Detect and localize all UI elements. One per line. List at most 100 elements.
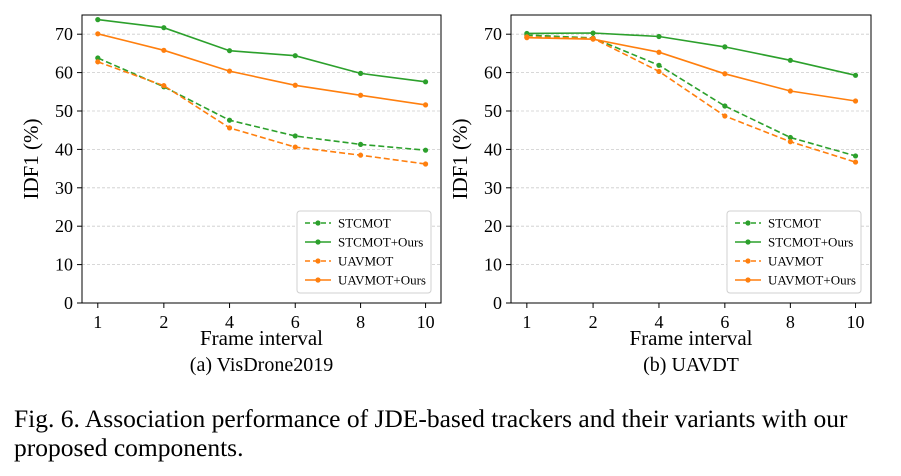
- panel2-ytick-label: 70: [484, 24, 502, 44]
- panel1-point-uavmot-2: [161, 83, 167, 89]
- panel2-legend-label-stcmot-ours: STCMOT+Ours: [768, 235, 853, 250]
- panel1-point-stcmot-ours-1: [95, 17, 101, 23]
- panel1-xtick-label: 8: [356, 312, 365, 332]
- panel1-xtick-label: 4: [225, 312, 234, 332]
- panel1-ytick-label: 0: [64, 293, 73, 313]
- panel2-ytick-label: 40: [484, 139, 502, 159]
- panel2-legend-marker-stcmot-ours: [745, 239, 751, 245]
- panel2-ytick-label: 50: [484, 101, 502, 121]
- panel2-point-stcmot-10: [852, 153, 859, 159]
- panel2-point-uavmot-ours-4: [656, 49, 662, 55]
- panel1-legend-label-uavmot: UAVMOT: [338, 254, 393, 269]
- panel1-series-line-stcmot: [97, 57, 426, 151]
- panel1-legend-marker-uavmot: [315, 258, 321, 264]
- panel2-legend-marker-uavmot-ours: [745, 277, 751, 283]
- panel2-xtick-label: 10: [847, 312, 865, 332]
- panel2-xtick-label: 4: [654, 312, 663, 332]
- panel1-point-uavmot-ours-1: [95, 31, 101, 37]
- panel2-legend-box: [726, 210, 862, 294]
- panel1-legend-box: [296, 210, 432, 294]
- panel1-point-stcmot-ours-6: [292, 53, 298, 59]
- panel1-ylabel: IDF1 (%): [19, 118, 43, 199]
- panel1-xtick-label: 10: [417, 312, 435, 332]
- panel2-point-stcmot-6: [722, 103, 728, 109]
- panel1-series-line-uavmot-ours: [97, 33, 426, 106]
- panel2-point-uavmot-6: [722, 113, 728, 119]
- panel1-axes-frame: [81, 14, 442, 304]
- panel2-point-uavmot-ours-8: [787, 88, 793, 94]
- panel1-point-stcmot-8: [357, 141, 364, 148]
- panel2-point-stcmot-4: [656, 62, 662, 68]
- panel1-point-stcmot-ours-4: [226, 48, 233, 54]
- panel1-ytick-label: 50: [55, 101, 73, 121]
- panel1-ytick-label: 60: [55, 63, 73, 83]
- panel2-point-stcmot-ours-4: [656, 33, 662, 40]
- panel2-legend-label-stcmot: STCMOT: [768, 216, 821, 231]
- panel2-axes-frame: [510, 14, 872, 304]
- figure-caption: Fig. 6. Association performance of JDE-b…: [14, 404, 848, 462]
- panel1-point-uavmot-ours-10: [422, 102, 429, 108]
- panel2-point-stcmot-8: [787, 134, 793, 141]
- panel2-ytick-label: 60: [484, 63, 502, 83]
- panel2-point-uavmot-ours-2: [590, 36, 596, 42]
- panel1-legend-marker-uavmot-ours: [315, 277, 321, 283]
- panel2-xtick-label: 8: [786, 312, 795, 332]
- panel1-xtick-label: 2: [159, 312, 168, 332]
- panel1-legend-label-uavmot-ours: UAVMOT+Ours: [338, 273, 426, 288]
- panel2-ytick-label: 0: [493, 293, 502, 313]
- panel2-series-line-stcmot-ours: [526, 32, 856, 77]
- panel1-xtick-label: 1: [93, 312, 102, 332]
- panel2-subcaption: (b) UAVDT: [643, 354, 739, 376]
- panel2-point-uavmot-4: [656, 68, 662, 75]
- panel1-point-stcmot-ours-2: [161, 25, 167, 31]
- panel1-point-uavmot-10: [422, 161, 429, 167]
- panel1-point-uavmot-ours-6: [292, 82, 298, 88]
- panel2-series-line-stcmot: [526, 34, 856, 157]
- panel2-point-stcmot-ours-10: [852, 72, 859, 78]
- panel1-point-stcmot-4: [226, 117, 233, 123]
- panel2-legend-marker-stcmot: [745, 220, 751, 226]
- panel2-point-uavmot-8: [787, 139, 793, 145]
- panel1-point-uavmot-6: [292, 144, 298, 150]
- panel2-point-stcmot-ours-2: [590, 30, 596, 36]
- panel1-ytick-label: 40: [55, 139, 73, 159]
- panel2-series-line-uavmot-ours: [526, 36, 856, 102]
- panel2-point-uavmot-ours-6: [722, 71, 728, 77]
- panel2-legend-label-uavmot-ours: UAVMOT+Ours: [768, 273, 856, 288]
- panel1-legend-marker-stcmot: [315, 220, 321, 226]
- panel2-point-uavmot-10: [852, 159, 859, 165]
- panel1-point-stcmot-6: [292, 133, 298, 139]
- panel2-legend-label-uavmot: UAVMOT: [768, 254, 823, 269]
- panel1-point-stcmot-ours-8: [357, 70, 364, 76]
- panel1-point-uavmot-ours-4: [226, 68, 233, 74]
- panel1-series-line-uavmot: [97, 61, 426, 165]
- panel1-point-stcmot-1: [95, 55, 101, 61]
- panel2-ylabel: IDF1 (%): [448, 118, 472, 199]
- panel2-xtick-label: 6: [720, 312, 729, 332]
- panel2-legend-marker-uavmot: [745, 258, 751, 264]
- panel1-legend-label-stcmot: STCMOT: [338, 216, 391, 231]
- panel1-point-uavmot-1: [95, 59, 101, 65]
- panel2-xtick-label: 1: [522, 312, 531, 332]
- panel1-legend-label-stcmot-ours: STCMOT+Ours: [338, 235, 423, 250]
- panel1-point-uavmot-4: [226, 125, 233, 131]
- panel1-ytick-label: 20: [55, 216, 73, 236]
- panel2-series-line-uavmot: [526, 36, 856, 163]
- panel2-ytick-label: 20: [484, 216, 502, 236]
- panel1-xtick-label: 6: [291, 312, 300, 332]
- panel1-legend-marker-stcmot-ours: [315, 239, 321, 245]
- panel1-ytick-label: 30: [55, 178, 73, 198]
- panel1-point-stcmot-ours-10: [422, 79, 429, 85]
- panel2-point-stcmot-ours-6: [722, 44, 728, 50]
- panel2-point-stcmot-ours-8: [787, 57, 793, 63]
- panel2-ytick-label: 10: [484, 255, 502, 275]
- panel2-ytick-label: 30: [484, 178, 502, 198]
- panel2-point-uavmot-ours-1: [524, 35, 530, 41]
- panel1-point-stcmot-10: [422, 147, 429, 153]
- panel1-series-line-stcmot-ours: [97, 18, 426, 83]
- panel1-ytick-label: 70: [55, 24, 73, 44]
- panel1-point-uavmot-ours-2: [161, 47, 167, 53]
- panel1-ytick-label: 10: [55, 255, 73, 275]
- panel1-point-uavmot-8: [357, 152, 364, 158]
